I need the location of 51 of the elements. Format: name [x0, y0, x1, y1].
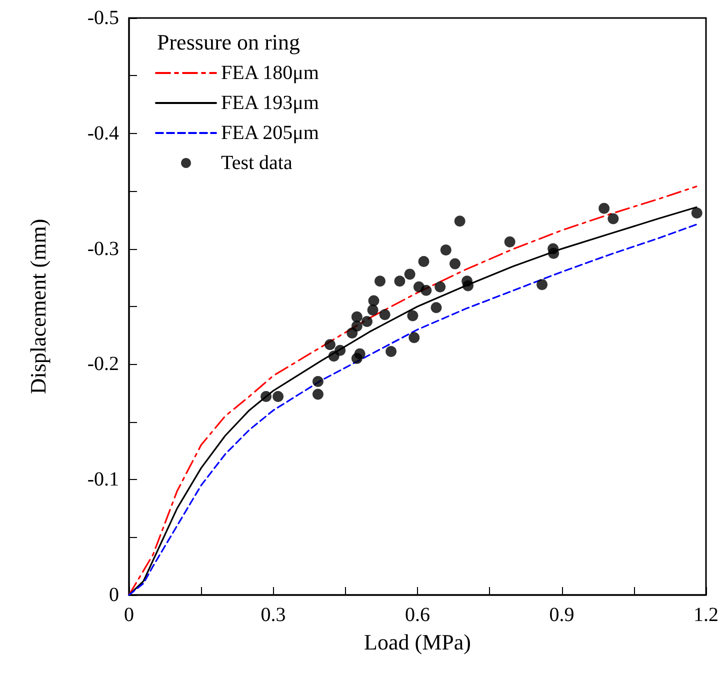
- y-tick-label: -0.2: [87, 353, 119, 376]
- point: [354, 348, 366, 360]
- y-axis-title: Displacement (mm): [26, 218, 50, 394]
- x-tick-label: 0: [124, 604, 134, 626]
- legend-label: Test data: [221, 152, 292, 174]
- point: [430, 302, 442, 314]
- point: [367, 304, 378, 316]
- point: [404, 268, 416, 280]
- point: [351, 320, 362, 332]
- x-tick-label: 0.9: [549, 604, 574, 626]
- point: [312, 376, 324, 388]
- point: [362, 316, 373, 327]
- point: [324, 339, 336, 350]
- point: [368, 295, 380, 306]
- point: [312, 388, 324, 400]
- point: [260, 391, 272, 402]
- point: [272, 391, 284, 402]
- legend-label: FEA 205μm: [221, 122, 320, 144]
- point: [608, 213, 619, 224]
- point: [407, 310, 418, 322]
- x-tick-label: 1.2: [694, 604, 718, 626]
- point: [420, 284, 432, 296]
- point: [691, 208, 702, 219]
- legend-title: Pressure on ring: [157, 30, 300, 54]
- point: [450, 258, 461, 270]
- x-axis-title: Load (MPa): [364, 630, 471, 654]
- point: [536, 279, 548, 290]
- point: [434, 281, 446, 292]
- point: [334, 344, 346, 356]
- point: [548, 248, 560, 259]
- y-tick-label: -0.4: [87, 122, 119, 144]
- point: [408, 332, 420, 344]
- point: [454, 216, 466, 227]
- legend-label: FEA 180μm: [221, 62, 320, 84]
- legend-label: FEA 193μm: [221, 92, 320, 114]
- y-tick-label: 0: [109, 584, 119, 606]
- point: [379, 309, 390, 320]
- point: [598, 202, 610, 214]
- y-tick-label: -0.1: [87, 468, 119, 491]
- y-tick-label: -0.5: [87, 7, 119, 29]
- point: [462, 280, 474, 292]
- point: [351, 311, 362, 322]
- point: [504, 236, 516, 248]
- point: [440, 244, 452, 256]
- point: [394, 276, 406, 287]
- x-tick-label: 0.3: [260, 604, 286, 626]
- point: [374, 276, 386, 287]
- point: [386, 346, 397, 358]
- y-tick-label: -0.3: [87, 238, 119, 260]
- x-tick-label: 0.6: [405, 604, 430, 626]
- point: [418, 256, 430, 267]
